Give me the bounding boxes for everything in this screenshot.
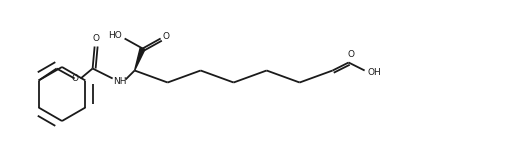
Text: NH: NH: [113, 77, 126, 86]
Text: O: O: [71, 74, 78, 83]
Text: HO: HO: [108, 31, 121, 40]
Text: OH: OH: [368, 68, 382, 77]
Text: O: O: [92, 34, 99, 43]
Text: O: O: [347, 50, 354, 59]
Text: O: O: [162, 32, 169, 41]
Polygon shape: [135, 48, 145, 71]
